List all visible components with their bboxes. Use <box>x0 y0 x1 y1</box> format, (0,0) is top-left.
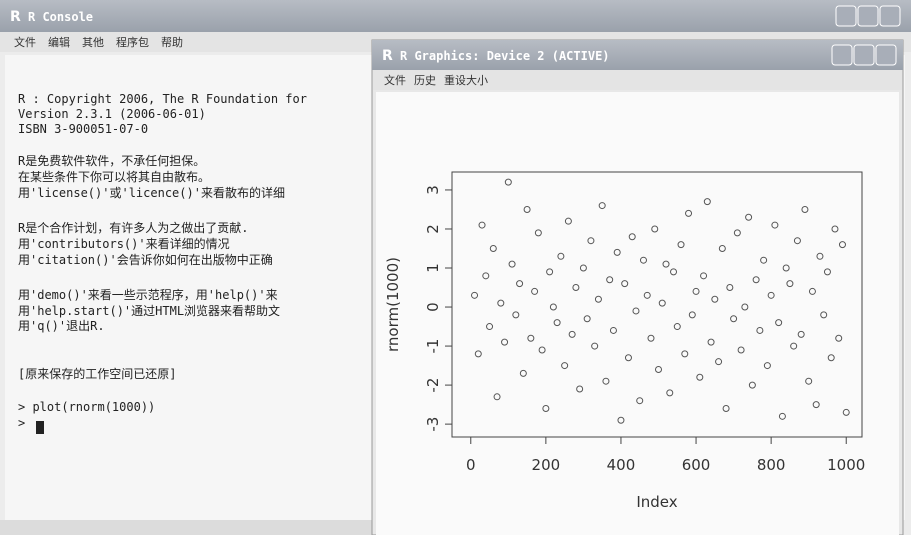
y-axis-label: rnorm(1000) <box>384 257 402 352</box>
x-tick-label: 400 <box>607 456 636 474</box>
x-tick-label: 0 <box>466 456 476 474</box>
console-line: R是免费软件软件，不承任何担保。 <box>18 153 205 168</box>
x-tick-label: 1000 <box>827 456 865 474</box>
y-tick-label: -3 <box>424 417 442 432</box>
r-icon: R <box>382 48 393 64</box>
cursor <box>36 421 44 434</box>
menu-item[interactable]: 其他 <box>82 36 104 49</box>
console-controls[interactable] <box>836 6 900 26</box>
y-tick-label: -2 <box>424 378 442 393</box>
graphics-title: R Graphics: Device 2 (ACTIVE) <box>400 49 610 63</box>
y-tick-label: 0 <box>424 302 442 312</box>
console-titlebar <box>0 0 911 32</box>
console-line: > <box>18 416 25 430</box>
r-icon: R <box>10 9 21 25</box>
console-line: 在某些条件下你可以将其自由散布。 <box>18 169 210 184</box>
console-line: 用'help.start()'通过HTML浏览器来看帮助文 <box>18 303 280 318</box>
console-title: R Console <box>28 10 93 24</box>
console-line: R是个合作计划，有许多人为之做出了贡献. <box>18 220 248 235</box>
console-line: ISBN 3-900051-07-0 <box>18 122 148 136</box>
menu-item[interactable]: 程序包 <box>116 35 149 49</box>
x-tick-label: 600 <box>682 456 711 474</box>
y-tick-label: 1 <box>424 263 442 273</box>
x-tick-label: 200 <box>532 456 561 474</box>
menu-item[interactable]: 重设大小 <box>444 73 488 87</box>
y-tick-label: 2 <box>424 224 442 234</box>
console-line: 用'license()'或'licence()'来看散布的详细 <box>18 185 285 200</box>
console-line: 用'contributors()'来看详细的情况 <box>18 236 230 251</box>
y-tick-label: 3 <box>424 185 442 195</box>
x-tick-label: 800 <box>757 456 786 474</box>
console-line: R : Copyright 2006, The R Foundation for <box>18 92 307 106</box>
menu-item[interactable]: 编辑 <box>48 35 70 49</box>
console-line: Version 2.3.1 (2006-06-01) <box>18 107 206 121</box>
x-axis-label: Index <box>636 493 677 511</box>
console-line: 用'q()'退出R. <box>18 319 105 333</box>
menu-item[interactable]: 历史 <box>414 74 436 87</box>
console-line: 用'demo()'来看一些示范程序，用'help()'来 <box>18 287 278 302</box>
menu-item[interactable]: 文件 <box>14 35 36 49</box>
screen: R R Console 文件编辑其他程序包帮助R : Copyright 200… <box>0 0 911 535</box>
graphics-controls[interactable] <box>832 45 896 65</box>
y-tick-label: -1 <box>424 339 442 354</box>
console-scrollbar[interactable] <box>0 520 372 535</box>
menu-item[interactable]: 帮助 <box>161 35 183 49</box>
console-line: 用'citation()'会告诉你如何在出版物中正确 <box>18 252 273 267</box>
console-line: > plot(rnorm(1000)) <box>18 400 155 414</box>
menu-item[interactable]: 文件 <box>384 73 406 87</box>
console-line: [原来保存的工作空间已还原] <box>18 366 176 381</box>
